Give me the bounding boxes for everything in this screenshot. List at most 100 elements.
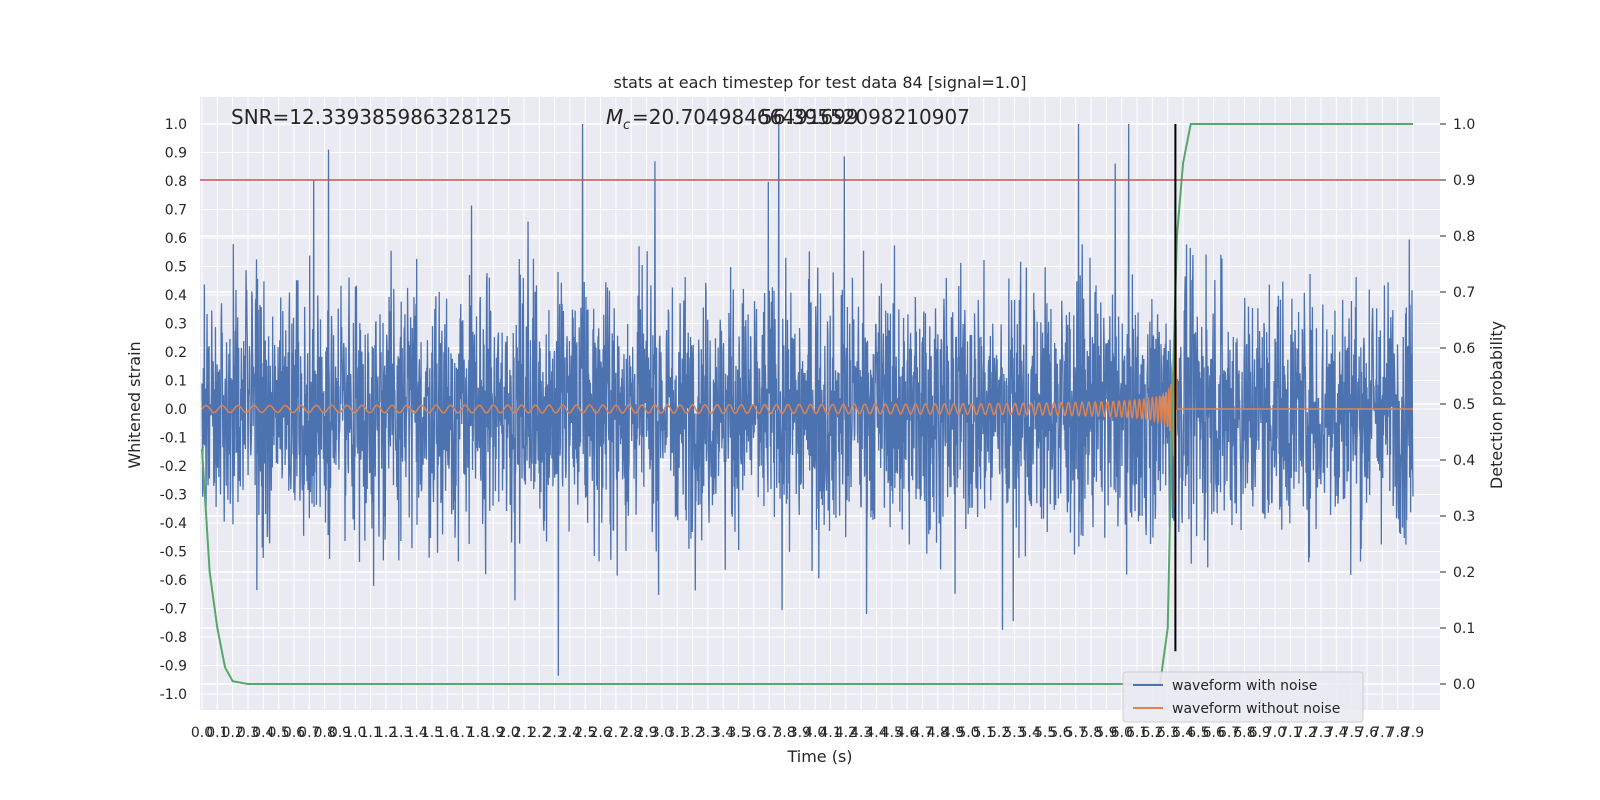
x-tick-label: 2.9 <box>635 725 657 741</box>
x-tick-label: 6.8 <box>1233 725 1255 741</box>
x-tick-label: 5.0 <box>957 725 979 741</box>
y2-tick-label: 0.6 <box>1453 341 1475 357</box>
snr-annotation: SNR=12.339385986328125 <box>231 105 512 129</box>
x-tick-label: 6.6 <box>1203 725 1225 741</box>
y-tick-label: -0.3 <box>160 488 187 504</box>
x-tick-label: 0.4 <box>252 725 274 741</box>
x-tick-label: 6.4 <box>1172 725 1194 741</box>
x-tick-label: 0.7 <box>298 725 320 741</box>
x-tick-label: 5.4 <box>1019 725 1041 741</box>
probability-line <box>201 123 1413 685</box>
x-tick-label: 4.0 <box>804 725 826 741</box>
x-tick-label: 2.8 <box>620 725 642 741</box>
x-tick-label: 3.2 <box>681 725 703 741</box>
mc-subscript: c <box>623 118 630 133</box>
x-tick-label: 4.9 <box>942 725 964 741</box>
y2-tick-label: 0.0 <box>1453 677 1475 693</box>
y2-tick-label: 0.5 <box>1453 397 1475 413</box>
y2-tick-label: 0.4 <box>1453 453 1475 469</box>
series-detection-probability <box>201 123 1413 685</box>
overlays <box>200 124 1440 652</box>
x-tick-label: 3.0 <box>651 725 673 741</box>
x-tick-label: 1.9 <box>482 725 504 741</box>
y2-tick-label: 0.9 <box>1453 173 1475 189</box>
x-tick-label: 6.0 <box>1111 725 1133 741</box>
y-tick-label: 1.0 <box>165 117 187 133</box>
y-tick-label: 0.8 <box>165 174 187 190</box>
y-ticks: 1.0 0.9 0.8 0.7 0.6 0.5 0.4 0.3 0.2 0.1 0.0 -0.1 -0.… <box>160 117 187 703</box>
x-tick-label: 5.8 <box>1080 725 1102 741</box>
x-tick-label: 4.2 <box>835 725 857 741</box>
x-tick-label: 2.0 <box>497 725 519 741</box>
x-tick-label: 7.5 <box>1341 725 1363 741</box>
x-tick-label: 2.1 <box>513 725 535 741</box>
legend-label-noise: waveform with noise <box>1172 678 1317 694</box>
y-axis-label: Whitened strain <box>125 341 144 468</box>
series-waveform-without-noise <box>201 298 1413 508</box>
x-tick-label: 5.7 <box>1065 725 1087 741</box>
x-axis-label: Time (s) <box>786 747 852 766</box>
x-tick-label: 3.5 <box>727 725 749 741</box>
x-tick-label: 4.6 <box>896 725 918 741</box>
y-tick-label: 0.2 <box>165 345 187 361</box>
y-tick-label: -0.4 <box>160 516 187 532</box>
y2-tick-label: 1.0 <box>1453 117 1475 133</box>
x-tick-label: 7.0 <box>1264 725 1286 741</box>
legend: waveform with noise waveform without noi… <box>1122 671 1364 723</box>
x-tick-label: 6.2 <box>1141 725 1163 741</box>
legend-label-clean: waveform without noise <box>1172 701 1340 717</box>
y-tick-label: 0.5 <box>165 260 187 276</box>
x-tick-label: 3.8 <box>773 725 795 741</box>
x-ticks: 0.00.10.20.30.40.50.60.70.80.91.01.11.21… <box>191 725 1424 741</box>
x-tick-label: 1.6 <box>436 725 458 741</box>
mc-value: =20.70498466491699 <box>632 105 859 129</box>
x-tick-label: 3.1 <box>666 725 688 741</box>
x-tick-label: 7.8 <box>1387 725 1409 741</box>
x-tick-label: 7.1 <box>1279 725 1301 741</box>
x-tick-label: 1.2 <box>375 725 397 741</box>
y-tick-label: 0.4 <box>165 288 187 304</box>
x-tick-label: 1.4 <box>405 725 427 741</box>
x-tick-label: 7.7 <box>1371 725 1393 741</box>
x-tick-label: 2.2 <box>528 725 550 741</box>
x-tick-label: 2.7 <box>605 725 627 741</box>
y2-tick-label: 0.1 <box>1453 621 1475 637</box>
y-tick-label: -0.8 <box>160 630 187 646</box>
x-tick-label: 7.2 <box>1295 725 1317 741</box>
x-tick-label: 3.4 <box>712 725 734 741</box>
y-tick-label: -1.0 <box>160 687 187 703</box>
x-tick-label: 2.5 <box>574 725 596 741</box>
x-tick-label: 2.4 <box>559 725 581 741</box>
y-tick-label: -0.2 <box>160 459 187 475</box>
y2-axis-label: Detection probability <box>1487 321 1506 489</box>
x-tick-label: 1.0 <box>344 725 366 741</box>
x-tick-label: 3.3 <box>697 725 719 741</box>
y-tick-label: 0.9 <box>165 146 187 162</box>
y2-tick-label: 0.8 <box>1453 229 1475 245</box>
x-tick-label: 2.3 <box>543 725 565 741</box>
chart-title: stats at each timestep for test data 84 … <box>614 73 1027 92</box>
y-tick-label: 0.0 <box>165 402 187 418</box>
x-tick-label: 6.7 <box>1218 725 1240 741</box>
x-tick-label: 7.9 <box>1402 725 1424 741</box>
y2-tick-label: 0.3 <box>1453 509 1475 525</box>
x-tick-label: 1.3 <box>390 725 412 741</box>
x-tick-label: 4.5 <box>881 725 903 741</box>
legend-box <box>1122 671 1364 723</box>
x-tick-label: 6.1 <box>1126 725 1148 741</box>
x-tick-label: 4.7 <box>911 725 933 741</box>
x-tick-label: 6.9 <box>1249 725 1271 741</box>
y2-tick-label: 0.7 <box>1453 285 1475 301</box>
x-tick-label: 0.0 <box>191 725 213 741</box>
x-tick-label: 5.2 <box>988 725 1010 741</box>
x-tick-label: 3.6 <box>743 725 765 741</box>
x-tick-label: 7.3 <box>1310 725 1332 741</box>
x-tick-label: 5.9 <box>1095 725 1117 741</box>
y2-ticks: 1.0 0.9 0.8 0.7 0.6 0.5 0.4 0.3 0.2 0.1 0.0 <box>1440 117 1475 693</box>
x-tick-label: 6.5 <box>1187 725 1209 741</box>
mc-symbol: M <box>606 105 623 129</box>
y-tick-label: -0.5 <box>160 545 187 561</box>
y-tick-label: -0.1 <box>160 431 187 447</box>
x-tick-label: 6.3 <box>1157 725 1179 741</box>
